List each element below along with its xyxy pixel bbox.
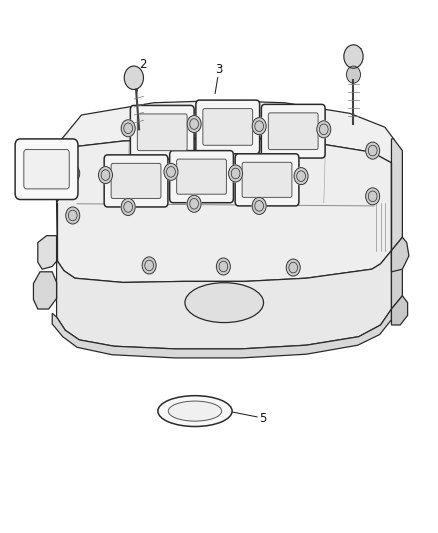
FancyBboxPatch shape — [131, 106, 194, 159]
Circle shape — [346, 66, 360, 83]
Text: 1: 1 — [36, 161, 44, 175]
Polygon shape — [33, 272, 57, 309]
Ellipse shape — [185, 282, 264, 322]
Circle shape — [366, 188, 380, 205]
Circle shape — [66, 165, 80, 182]
Text: 4: 4 — [355, 47, 363, 60]
Polygon shape — [62, 101, 394, 163]
FancyBboxPatch shape — [261, 104, 325, 158]
Polygon shape — [57, 251, 392, 349]
Circle shape — [121, 198, 135, 215]
FancyBboxPatch shape — [196, 100, 260, 154]
Circle shape — [187, 116, 201, 133]
FancyBboxPatch shape — [111, 164, 161, 198]
Text: 5: 5 — [259, 411, 266, 424]
Circle shape — [252, 197, 266, 214]
Polygon shape — [57, 155, 62, 203]
Polygon shape — [392, 237, 409, 272]
FancyBboxPatch shape — [24, 150, 69, 189]
FancyBboxPatch shape — [235, 154, 299, 206]
Polygon shape — [392, 296, 408, 325]
Circle shape — [121, 120, 135, 137]
Circle shape — [187, 195, 201, 212]
Circle shape — [66, 207, 80, 224]
Circle shape — [164, 164, 178, 180]
Circle shape — [344, 45, 363, 68]
FancyBboxPatch shape — [268, 113, 318, 150]
Ellipse shape — [168, 401, 222, 421]
Polygon shape — [392, 237, 403, 309]
Polygon shape — [392, 139, 403, 251]
Circle shape — [366, 142, 380, 159]
FancyBboxPatch shape — [203, 109, 253, 146]
FancyBboxPatch shape — [170, 151, 233, 203]
FancyBboxPatch shape — [15, 139, 78, 199]
Circle shape — [142, 257, 156, 274]
Circle shape — [99, 166, 113, 183]
Circle shape — [252, 118, 266, 135]
FancyBboxPatch shape — [242, 163, 292, 197]
Ellipse shape — [158, 395, 232, 426]
Text: 2: 2 — [139, 58, 146, 71]
Circle shape — [317, 121, 331, 138]
FancyBboxPatch shape — [177, 159, 226, 194]
FancyBboxPatch shape — [138, 114, 187, 151]
Circle shape — [216, 258, 230, 275]
Circle shape — [124, 66, 144, 90]
Circle shape — [294, 167, 308, 184]
Circle shape — [286, 259, 300, 276]
Polygon shape — [57, 138, 392, 282]
Polygon shape — [52, 309, 392, 358]
Text: 3: 3 — [215, 63, 223, 76]
Polygon shape — [38, 236, 57, 269]
Circle shape — [229, 165, 243, 182]
FancyBboxPatch shape — [104, 155, 168, 207]
